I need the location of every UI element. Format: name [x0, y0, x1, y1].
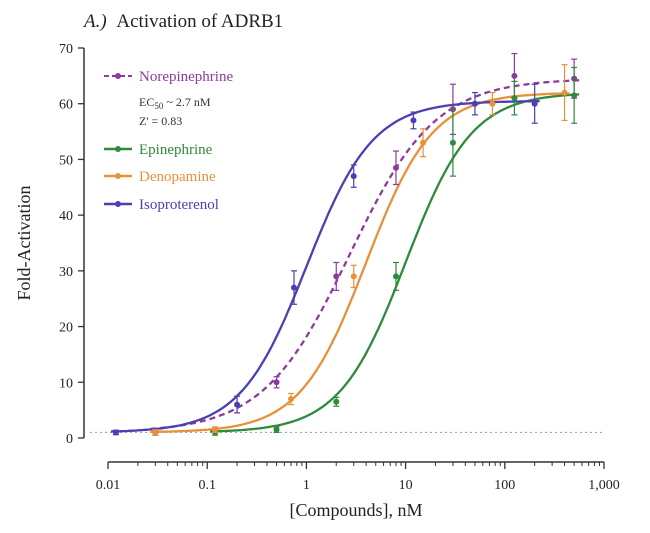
- x-tick-label: 10: [399, 478, 413, 493]
- data-point-isoproterenol: [410, 117, 417, 124]
- data-point-epinephrine: [571, 92, 578, 99]
- fit-curve-isoproterenol: [110, 100, 540, 433]
- legend-entry-epinephrine: Epinephrine: [104, 142, 213, 158]
- data-point-denopamine: [420, 139, 427, 146]
- legend-label-isoproterenol: Isoproterenol: [139, 197, 219, 213]
- data-point-norepinephrine: [273, 379, 280, 386]
- data-point-isoproterenol: [234, 401, 241, 408]
- data-point-isoproterenol: [350, 173, 357, 180]
- x-tick-label: 100: [494, 478, 515, 493]
- data-point-isoproterenol: [291, 284, 298, 291]
- data-point-isoproterenol: [112, 429, 119, 436]
- data-point-epinephrine: [449, 139, 456, 146]
- x-tick-label: 1,000: [588, 478, 620, 493]
- chart-title: A.) Activation of ADRB1: [82, 11, 283, 32]
- legend-entry-isoproterenol: Isoproterenol: [104, 197, 219, 213]
- data-point-epinephrine: [511, 95, 518, 102]
- y-tick-label: 30: [59, 265, 73, 280]
- legend-marker-denopamine: [115, 173, 121, 179]
- data-point-isoproterenol: [531, 100, 538, 107]
- data-point-isoproterenol: [471, 100, 478, 107]
- data-point-norepinephrine: [333, 273, 340, 280]
- y-tick-label: 50: [59, 153, 73, 168]
- data-point-epinephrine: [333, 398, 340, 405]
- legend-marker-isoproterenol: [115, 201, 121, 207]
- ec50-value: ~ 2.7 nM: [163, 95, 210, 109]
- x-axis-label: [Compounds], nM: [289, 500, 422, 520]
- y-axis-label: Fold-Activation: [14, 186, 34, 301]
- chart-title-prefix: A.): [82, 11, 107, 32]
- x-tick-label: 0.01: [96, 478, 121, 493]
- data-point-epinephrine: [273, 426, 280, 433]
- legend-label-epinephrine: Epinephrine: [139, 142, 213, 158]
- y-tick-label: 20: [59, 321, 73, 336]
- data-points: [112, 52, 578, 436]
- y-tick-label: 40: [59, 209, 73, 224]
- ec50-prefix: EC: [139, 95, 154, 109]
- x-tick-label: 0.1: [198, 478, 216, 493]
- ec50-annotation: EC50 ~ 2.7 nM: [139, 95, 211, 111]
- data-point-denopamine: [489, 100, 496, 107]
- y-axis-ticks: 0 10 20 30 40 50 60 70: [59, 42, 84, 447]
- fit-curves: [110, 79, 580, 434]
- legend-label-norepinephrine: Norepinephrine: [139, 69, 233, 85]
- legend-label-denopamine: Denopamine: [139, 169, 216, 185]
- legend-entry-norepinephrine: Norepinephrine: [104, 69, 233, 85]
- y-tick-label: 0: [66, 432, 73, 447]
- fit-curve-norepinephrine: [150, 79, 580, 431]
- data-point-norepinephrine: [392, 164, 399, 171]
- y-tick-label: 70: [59, 42, 73, 57]
- zprime-annotation: Z' = 0.83: [139, 114, 182, 128]
- data-point-denopamine: [288, 396, 295, 402]
- fit-curve-denopamine: [150, 92, 570, 434]
- x-tick-label: 1: [303, 478, 310, 493]
- y-tick-label: 10: [59, 376, 73, 391]
- data-point-epinephrine: [392, 273, 399, 280]
- x-axis-ticks: 0.01 0.1 1 10 100 1,000: [96, 462, 620, 493]
- legend: Norepinephrine EC50 ~ 2.7 nM Z' = 0.83 E…: [104, 69, 233, 213]
- data-point-norepinephrine: [511, 72, 518, 79]
- y-tick-label: 60: [59, 98, 73, 113]
- data-point-denopamine: [152, 429, 159, 436]
- legend-entry-denopamine: Denopamine: [104, 169, 216, 185]
- legend-marker-epinephrine: [115, 146, 121, 152]
- legend-marker-norepinephrine: [115, 73, 121, 79]
- chart-title-text: Activation of ADRB1: [116, 11, 283, 32]
- ec50-subscript: 50: [154, 101, 164, 111]
- data-point-denopamine: [350, 273, 357, 280]
- data-point-denopamine: [212, 426, 219, 433]
- data-point-denopamine: [561, 89, 568, 96]
